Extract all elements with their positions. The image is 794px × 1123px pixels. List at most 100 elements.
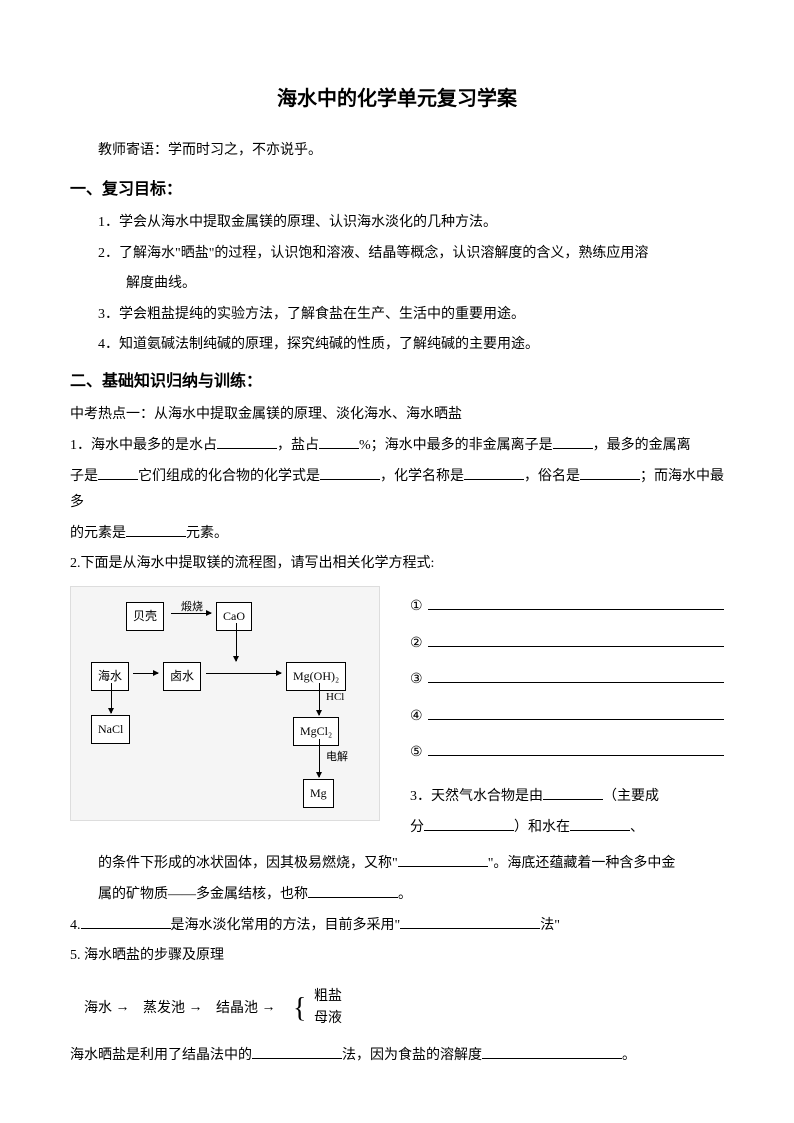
q3-text: 分 xyxy=(410,820,424,835)
q3-text: "。海底还蕴藏着一种含多中金 xyxy=(488,856,676,871)
page-title: 海水中的化学单元复习学案 xyxy=(70,80,724,118)
label-hcl: HCl xyxy=(326,687,344,708)
section1-heading: 一、复习目标： xyxy=(70,175,724,205)
blank[interactable] xyxy=(464,466,524,480)
flow-node: 结晶池 xyxy=(216,1001,258,1016)
arrow-icon xyxy=(206,673,281,674)
brace-items: 粗盐 母液 xyxy=(314,986,342,1031)
question-1-cont: 的元素是 元素。 xyxy=(70,521,724,548)
eq-number: ① xyxy=(410,594,423,621)
question-4: 4.是海水淡化常用的方法，目前多采用"法" xyxy=(70,913,724,940)
blank[interactable] xyxy=(482,1045,622,1059)
arrow-icon: → xyxy=(189,995,213,1022)
blank[interactable] xyxy=(320,466,380,480)
blank[interactable] xyxy=(252,1045,342,1059)
q1-text: 的元素是 xyxy=(70,526,126,541)
node-cao: CaO xyxy=(216,602,252,631)
blank[interactable] xyxy=(400,915,540,929)
q5-text: 海水晒盐是利用了结晶法中的 xyxy=(70,1048,252,1063)
equations-list: ① ② ③ ④ ⑤ 3．天然气水合物是由 （主要成 分 ）和水在 、 xyxy=(380,586,724,844)
blank[interactable] xyxy=(428,706,724,720)
question-1: 1．海水中最多的是水占，盐占%；海水中最多的非金属离子是，最多的金属离 xyxy=(70,433,724,460)
eq-number: ③ xyxy=(410,667,423,694)
equation-line: ① xyxy=(410,594,724,621)
q3-text: 的条件下形成的冰状固体，因其极易燃烧，又称" xyxy=(98,856,398,871)
question-3-cont: 属的矿物质——多金属结核，也称 。 xyxy=(70,882,724,909)
arrow-icon xyxy=(319,683,320,715)
goal-item: 2．了解海水"晒盐"的过程，认识饱和溶液、结晶等概念，认识溶解度的含义，熟练应用… xyxy=(70,241,724,268)
q3-text: ）和水在 xyxy=(514,820,570,835)
arrow-icon: → xyxy=(262,995,286,1022)
blank[interactable] xyxy=(398,853,488,867)
goal-item: 1．学会从海水中提取金属镁的原理、认识海水淡化的几种方法。 xyxy=(70,210,724,237)
node-nacl: NaCl xyxy=(91,715,130,744)
q1-text: 子是 xyxy=(70,469,98,484)
eq-number: ⑤ xyxy=(410,740,423,767)
flow-diagram: 海水 → 蒸发池 → 结晶池 → { 粗盐 母液 xyxy=(70,982,724,1035)
node-beike: 贝壳 xyxy=(126,602,164,631)
q1-text: ，最多的金属离 xyxy=(593,438,691,453)
label-duanshao: 煅烧 xyxy=(181,597,203,618)
flow-output: 粗盐 xyxy=(314,986,342,1008)
blank[interactable] xyxy=(428,742,724,756)
arrow-icon xyxy=(319,739,320,777)
label-dianjie: 电解 xyxy=(326,747,348,768)
section2-heading: 二、基础知识归纳与训练： xyxy=(70,367,724,397)
blank[interactable] xyxy=(308,884,398,898)
arrow-icon xyxy=(236,623,237,661)
equation-line: ② xyxy=(410,631,724,658)
flow-node: 蒸发池 xyxy=(143,1001,185,1016)
flow-output: 母液 xyxy=(314,1008,342,1030)
blank[interactable] xyxy=(543,786,603,800)
flow-node: 海水 xyxy=(84,1001,112,1016)
node-mgcl2: MgCl₂ xyxy=(293,717,339,746)
q4-text: 是海水淡化常用的方法，目前多采用" xyxy=(171,918,401,933)
teacher-note: 教师寄语：学而时习之，不亦说乎。 xyxy=(70,138,724,165)
q1-text: %；海水中最多的非金属离子是 xyxy=(359,438,553,453)
question-2-intro: 2.下面是从海水中提取镁的流程图，请写出相关化学方程式: xyxy=(70,551,724,578)
q3-text: 、 xyxy=(630,820,644,835)
blank[interactable] xyxy=(553,435,593,449)
question-5-tail: 海水晒盐是利用了结晶法中的 法，因为食盐的溶解度 。 xyxy=(70,1043,724,1070)
arrow-icon xyxy=(171,613,211,614)
equation-line: ⑤ xyxy=(410,740,724,767)
q5-text: 。 xyxy=(622,1048,636,1063)
q1-text: 它们组成的化合物的化学式是 xyxy=(138,469,320,484)
blank[interactable] xyxy=(319,435,359,449)
hotspot-text: 中考热点一：从海水中提取金属镁的原理、淡化海水、海水晒盐 xyxy=(70,402,724,429)
equation-line: ④ xyxy=(410,704,724,731)
node-haishui: 海水 xyxy=(91,662,129,691)
arrow-icon: → xyxy=(116,995,140,1022)
question-1-cont: 子是它们组成的化合物的化学式是，化学名称是，俗名是；而海水中最多 xyxy=(70,464,724,517)
eq-number: ② xyxy=(410,631,423,658)
q4-text: 4. xyxy=(70,918,81,933)
eq-number: ④ xyxy=(410,704,423,731)
q1-text: 元素。 xyxy=(186,526,228,541)
blank[interactable] xyxy=(428,669,724,683)
blank[interactable] xyxy=(217,435,277,449)
q5-text: 法，因为食盐的溶解度 xyxy=(342,1048,482,1063)
brace-icon: { xyxy=(293,982,306,1035)
q1-text: 1．海水中最多的是水占 xyxy=(70,438,217,453)
blank[interactable] xyxy=(428,633,724,647)
q3-text: 3．天然气水合物是由 xyxy=(410,789,543,804)
question-5-title: 5. 海水晒盐的步骤及原理 xyxy=(70,943,724,970)
q1-text: ，俗名是 xyxy=(524,469,580,484)
diagram-section: 贝壳 煅烧 CaO 海水 卤水 Mg(OH)₂ NaCl HCl MgCl₂ 电… xyxy=(70,586,724,844)
blank[interactable] xyxy=(98,466,138,480)
arrow-icon xyxy=(111,683,112,713)
blank[interactable] xyxy=(126,523,186,537)
blank[interactable] xyxy=(580,466,640,480)
question-3-cont: 的条件下形成的冰状固体，因其极易燃烧，又称" "。海底还蕴藏着一种含多中金 xyxy=(70,851,724,878)
blank[interactable] xyxy=(424,817,514,831)
blank[interactable] xyxy=(81,915,171,929)
q3-text: 属的矿物质——多金属结核，也称 xyxy=(98,887,308,902)
question-3-start: 3．天然气水合物是由 （主要成 分 ）和水在 、 xyxy=(410,782,724,844)
blank[interactable] xyxy=(570,817,630,831)
goal-item: 4．知道氨碱法制纯碱的原理，探究纯碱的性质，了解纯碱的主要用途。 xyxy=(70,332,724,359)
flowchart-diagram: 贝壳 煅烧 CaO 海水 卤水 Mg(OH)₂ NaCl HCl MgCl₂ 电… xyxy=(70,586,380,821)
blank[interactable] xyxy=(428,596,724,610)
q3-text: 。 xyxy=(398,887,412,902)
goal-item-cont: 解度曲线。 xyxy=(70,271,724,298)
q3-text: （主要成 xyxy=(603,789,659,804)
